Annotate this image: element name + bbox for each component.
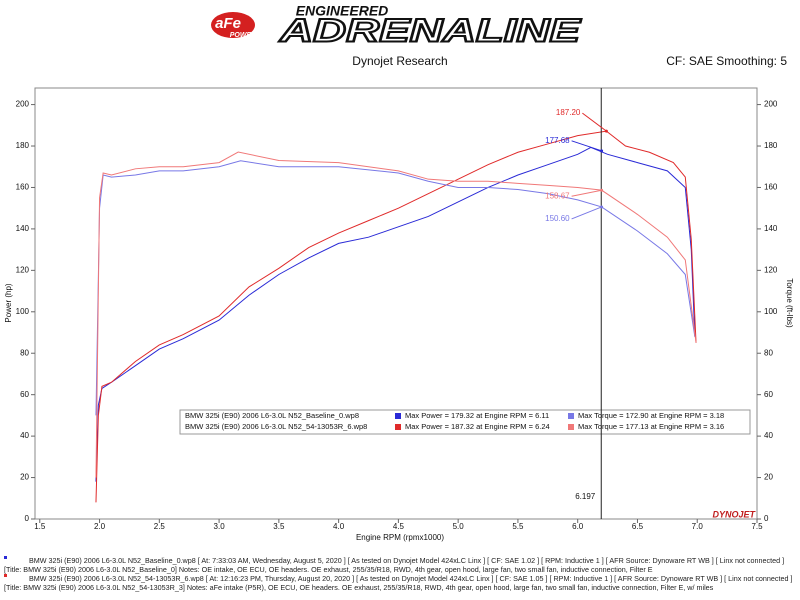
footer-text: BMW 325i (E90) 2006 L6-3.0L N52_54-13053… [4,574,793,592]
y-tick-label: 180 [16,141,30,150]
x-tick-label: 3.0 [214,522,226,531]
x-tick-label: 5.0 [453,522,465,531]
annotation-label: 177.68 [545,136,570,145]
legend-file: BMW 325i (E90) 2006 L6-3.0L N52_Baseline… [185,411,359,420]
series-line [95,160,696,416]
y-tick-label: 60 [20,390,29,399]
annotation-point [600,149,604,153]
annotation-arrow [571,189,602,197]
logo-badge [211,12,255,38]
plot-frame [34,87,758,520]
y2-tick-label: 120 [764,265,778,274]
x-tick-label: 5.5 [512,522,524,531]
y-tick-label: 100 [16,307,30,316]
footer-dot [4,556,7,559]
legend-swatch [568,413,574,419]
brand-sub: POWER [230,32,256,39]
annotation-point [600,188,604,192]
y2-tick-label: 0 [764,514,769,523]
legend-swatch [395,413,401,419]
y2-tick-label: 80 [764,348,773,357]
annotation-arrow [582,112,607,132]
y2-axis-label: Torque (ft-lbs) [785,278,794,328]
y-tick-label: 40 [20,431,29,440]
x-tick-label: 4.0 [333,522,345,531]
annotation-label: 187.20 [556,108,581,117]
y-axis-label: Power (hp) [4,283,13,322]
y2-tick-label: 60 [764,390,773,399]
brand: aFe [215,15,241,32]
y-tick-label: 80 [20,348,29,357]
legend-swatch [568,424,574,430]
y2-tick-label: 40 [764,431,773,440]
y-tick-label: 200 [16,100,30,109]
annotation-label: 158.67 [545,191,570,200]
y-tick-label: 160 [16,183,30,192]
annotation-point [604,129,608,133]
footer-text: BMW 325i (E90) 2006 L6-3.0L N52_Baseline… [4,556,785,574]
y2-tick-label: 140 [764,224,778,233]
watermark: DYNOJET [712,509,756,519]
banner-main: ADRENALINE [279,12,583,48]
legend-box [179,409,751,435]
annotation-arrow [571,140,602,152]
x-tick-label: 1.5 [34,522,46,531]
legend-power: Max Power = 179.32 at Engine RPM = 6.11 [405,411,549,420]
chart-title: Dynojet Research [352,54,447,68]
x-tick-label: 7.0 [692,522,704,531]
legend-power: Max Power = 187.32 at Engine RPM = 6.24 [405,422,550,431]
x-tick-label: 3.5 [273,522,285,531]
footer-note: BMW 325i (E90) 2006 L6-3.0L N52_Baseline… [4,556,796,574]
annotation-point [600,205,604,209]
footer-note: BMW 325i (E90) 2006 L6-3.0L N52_54-13053… [4,574,796,592]
chart: aFe POWER ENGINEERED ADRENALINE Dynojet … [4,3,794,542]
legend-file: BMW 325i (E90) 2006 L6-3.0L N52_54-13053… [185,422,367,431]
banner-top: ENGINEERED [296,3,389,19]
cursor-label: 6.197 [575,492,596,501]
y2-tick-label: 20 [764,473,773,482]
footer-dot [4,574,7,577]
y2-tick-label: 100 [764,307,778,316]
annotation-arrow [571,206,602,220]
y2-tick-label: 180 [764,141,778,150]
y-tick-label: 20 [20,473,29,482]
x-tick-label: 4.5 [393,522,405,531]
series-line [95,130,697,503]
y-tick-label: 120 [16,265,30,274]
legend-swatch [395,424,401,430]
x-tick-label: 6.5 [632,522,644,531]
x-axis-label: Engine RPM (rpmx1000) [356,533,444,542]
x-tick-label: 6.0 [572,522,584,531]
x-tick-label: 2.0 [94,522,106,531]
legend-torque: Max Torque = 177.13 at Engine RPM = 3.16 [578,422,724,431]
x-tick-label: 7.5 [751,522,763,531]
x-tick-label: 2.5 [154,522,166,531]
y-tick-label: 140 [16,224,30,233]
y2-tick-label: 160 [764,183,778,192]
series-line [95,151,697,478]
annotation-label: 150.60 [545,214,570,223]
y-tick-label: 0 [25,514,30,523]
chart-subtitle: CF: SAE Smoothing: 5 [666,54,787,68]
y2-tick-label: 200 [764,100,778,109]
series-line [95,146,696,482]
legend-torque: Max Torque = 172.90 at Engine RPM = 3.18 [578,411,724,420]
